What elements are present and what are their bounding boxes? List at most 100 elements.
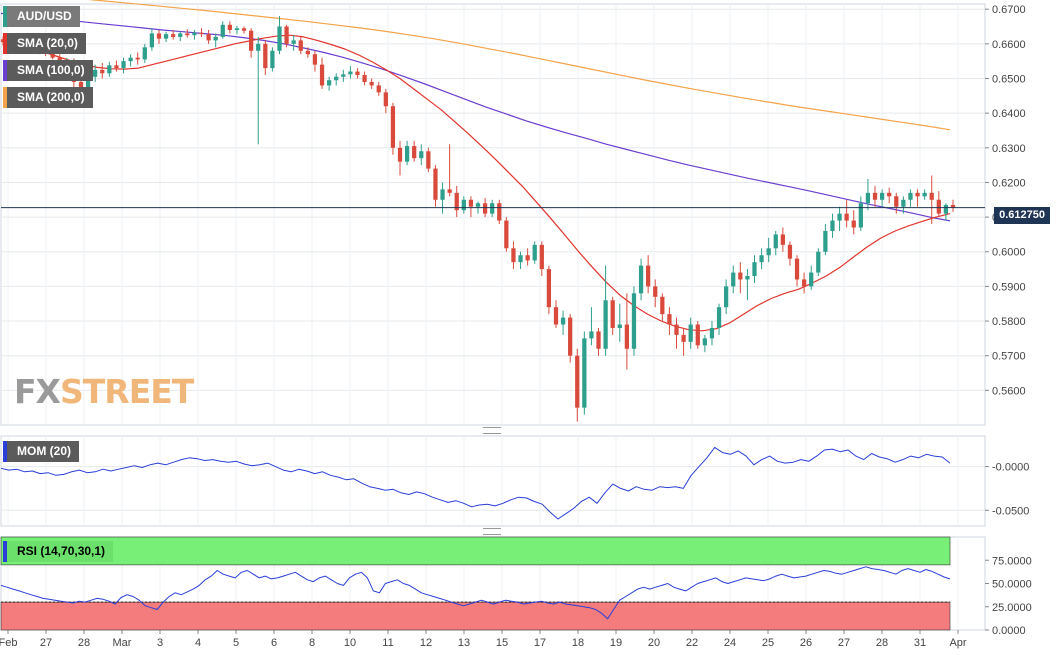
candle-body	[950, 204, 956, 208]
candle-body	[128, 57, 133, 62]
date-tick-label: 3	[157, 637, 163, 649]
date-tick-label: 27	[838, 637, 850, 649]
date-tick-label: 20	[648, 637, 660, 649]
candle-body	[745, 276, 750, 280]
candle-body	[0, 39, 6, 43]
date-tick-label: Apr	[949, 637, 966, 649]
sma100-line	[0, 12, 951, 222]
price-tick-label: 0.6200	[992, 177, 1026, 189]
candle-body	[646, 265, 651, 287]
candle-body	[724, 286, 729, 308]
grid-layer	[0, 3, 986, 631]
legend-sma200[interactable]: SMA (200,0)	[3, 87, 93, 108]
date-tick-label: 10	[344, 637, 356, 649]
date-tick-label: 25	[762, 637, 774, 649]
date-tick-label: 13	[458, 637, 470, 649]
candle-body	[85, 76, 91, 93]
candle-body	[773, 234, 778, 249]
candle-body	[284, 26, 289, 44]
current-price-value: 0.612750	[999, 209, 1045, 221]
candle-body	[511, 248, 516, 263]
candle-body	[716, 307, 722, 328]
price-tick-label: 0.6500	[992, 73, 1026, 85]
candle-body	[929, 192, 934, 200]
candle-body	[319, 64, 325, 86]
date-tick-label: 8	[309, 637, 315, 649]
sma200-label: SMA (200,0)	[17, 90, 85, 104]
rsi-line-path	[0, 566, 951, 620]
candle-body	[461, 199, 466, 211]
candle-body	[270, 50, 275, 69]
date-tick-label: 5	[233, 637, 239, 649]
candle-body	[135, 57, 140, 60]
candle-body	[816, 251, 821, 273]
candle-body	[100, 69, 105, 74]
candle-body	[667, 314, 672, 325]
candle-body	[426, 151, 431, 169]
symbol-tag[interactable]: AUD/USD	[3, 6, 80, 27]
candle-body	[936, 199, 941, 214]
candle-body	[844, 213, 849, 221]
legend-mom[interactable]: MOM (20)	[3, 441, 79, 462]
candle-body	[447, 189, 452, 193]
candlesticks	[0, 16, 956, 422]
rsi-tick-label: 75.0000	[992, 555, 1032, 567]
moving-averages	[0, 0, 951, 332]
candle-body	[107, 65, 112, 74]
legend-sma20[interactable]: SMA (20,0)	[3, 33, 86, 54]
candle-body	[901, 199, 906, 207]
rsi-label: RSI (14,70,30,1)	[17, 544, 106, 558]
candle-body	[589, 331, 594, 339]
momentum-line-path	[0, 446, 951, 520]
candle-body	[638, 265, 644, 294]
candle-body	[114, 65, 119, 69]
date-tick-label: 22	[686, 637, 698, 649]
candle-body	[185, 33, 190, 36]
price-tick-label: 0.5600	[992, 385, 1026, 397]
candle-body	[440, 189, 445, 200]
candle-body	[156, 33, 162, 39]
candle-body	[631, 293, 637, 349]
candle-body	[766, 248, 771, 256]
mom-tick-label: -0.0500	[992, 505, 1029, 517]
candle-body	[872, 192, 878, 200]
candle-body	[305, 50, 310, 55]
candle-body	[454, 192, 459, 211]
legend-rsi[interactable]: RSI (14,70,30,1)	[3, 541, 114, 562]
candle-body	[206, 34, 211, 41]
price-tick-label: 0.6600	[992, 39, 1026, 51]
symbol-swatch	[3, 6, 7, 27]
candle-body	[50, 53, 55, 58]
candle-body	[490, 203, 495, 214]
sma200-swatch	[3, 87, 7, 108]
candle-body	[894, 196, 899, 207]
sma200-line	[87, 0, 951, 131]
date-tick-label: 28	[78, 637, 90, 649]
candle-body	[178, 33, 183, 37]
momentum-line	[0, 446, 951, 520]
sma100-label: SMA (100,0)	[17, 63, 85, 77]
pane-resize-handle-mom[interactable]	[483, 427, 501, 434]
date-tick-label: 17	[534, 637, 546, 649]
rsi-swatch	[3, 541, 7, 562]
candle-body	[674, 324, 679, 335]
price-tick-label: 0.5800	[992, 316, 1026, 328]
candle-body	[830, 220, 835, 231]
pane-border	[0, 435, 986, 527]
candle-body	[943, 204, 949, 214]
candle-body	[334, 76, 339, 81]
candle-body	[362, 75, 367, 82]
pane-resize-handle-rsi[interactable]	[483, 528, 501, 535]
date-tick-label: 24	[724, 637, 736, 649]
candle-body	[312, 54, 318, 65]
candle-body	[688, 324, 693, 342]
candle-body	[291, 40, 296, 44]
legend-sma100[interactable]: SMA (100,0)	[3, 60, 93, 81]
date-tick-label: 15	[496, 637, 508, 649]
price-tick-label: 0.6700	[992, 4, 1026, 16]
candle-body	[171, 34, 176, 37]
candle-body	[256, 43, 261, 51]
candle-body	[348, 71, 353, 75]
date-tick-label: 11	[382, 637, 393, 649]
